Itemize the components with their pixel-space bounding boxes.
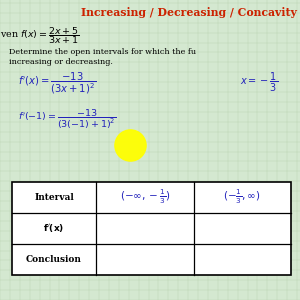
Bar [12,182,291,274]
Text: Interval: Interval [34,193,74,202]
Text: ven $f(x) = \dfrac{2x+5}{3x+1}$: ven $f(x) = \dfrac{2x+5}{3x+1}$ [0,26,80,46]
Text: Conclusion: Conclusion [26,254,82,263]
Text: Increasing / Decreasing / Concavity: Increasing / Decreasing / Concavity [81,8,297,19]
Text: increasing or decreasing.: increasing or decreasing. [9,58,113,66]
Text: $\mathbf{f'(x)}$: $\mathbf{f'(x)}$ [44,222,64,234]
Text: $x = -\dfrac{1}{3}$: $x = -\dfrac{1}{3}$ [240,71,278,94]
Text: $f'(x) = \dfrac{-13}{(3x+1)^2}$: $f'(x) = \dfrac{-13}{(3x+1)^2}$ [18,70,96,95]
Text: Determine the open intervals for which the fu: Determine the open intervals for which t… [9,48,196,56]
Circle shape [115,130,146,161]
Text: $f'(-1) = \dfrac{-13}{(3(-1)+1)^2}$: $f'(-1) = \dfrac{-13}{(3(-1)+1)^2}$ [18,107,116,131]
Text: $(-\infty, -\frac{1}{3})$: $(-\infty, -\frac{1}{3})$ [119,188,170,206]
Text: $(-\frac{1}{3}, \infty)$: $(-\frac{1}{3}, \infty)$ [224,188,261,206]
